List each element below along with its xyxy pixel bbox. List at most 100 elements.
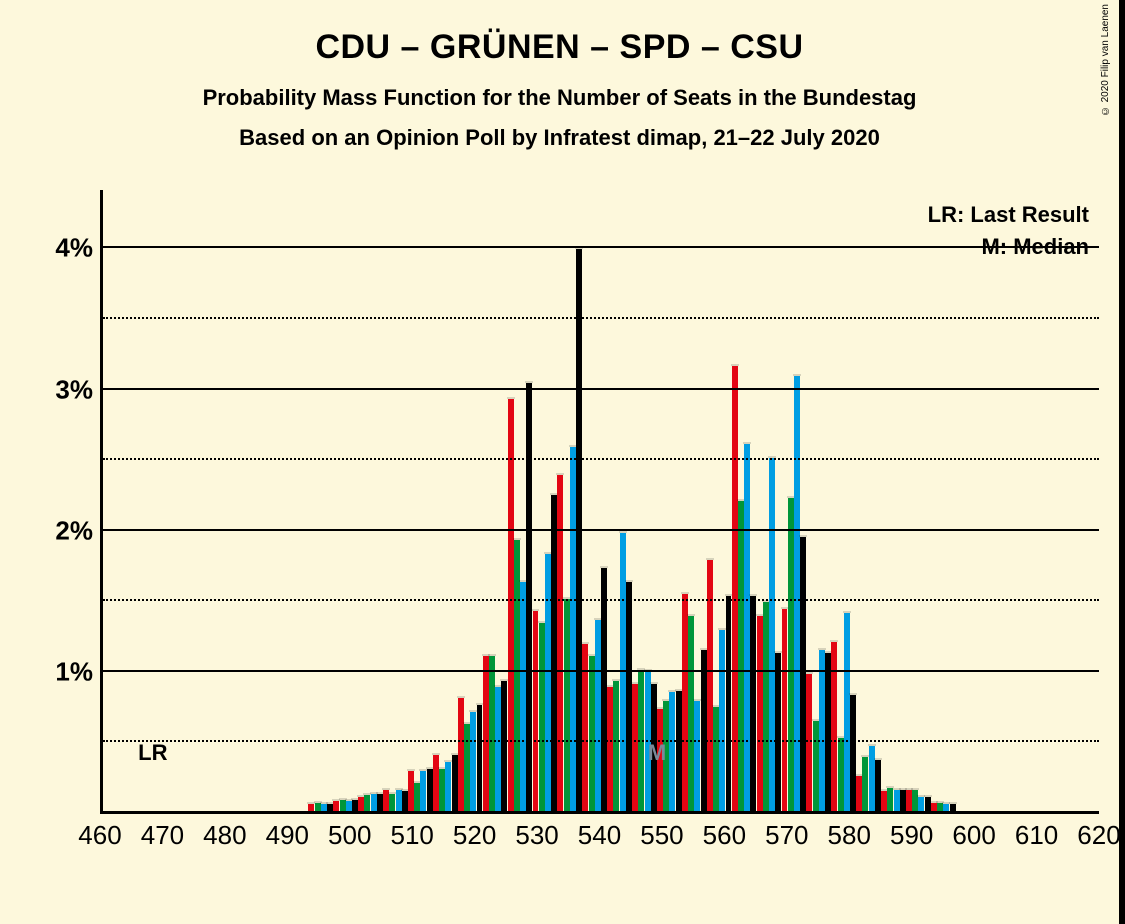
gridline-major: 2% [103,529,1099,531]
x-tick-label: 500 [328,820,371,851]
bar [477,705,483,811]
bar [557,475,563,811]
bar [333,801,339,811]
y-tick-label: 2% [55,515,93,546]
bar [869,746,875,811]
bar [844,613,850,811]
bar [458,698,464,811]
bar [495,687,501,811]
x-tick-label: 470 [141,820,184,851]
bar [377,794,383,811]
x-tick-label: 510 [390,820,433,851]
bar [321,804,327,811]
chart-subtitle-2: Based on an Opinion Poll by Infratest di… [0,125,1119,151]
x-tick-label: 590 [890,820,933,851]
bar [520,582,526,811]
bar [352,800,358,811]
plot-area: LR: Last Result M: Median 1%2%3%4%LRM [100,190,1099,814]
bar [464,724,470,812]
bar [713,707,719,811]
lr-marker: LR [138,740,167,766]
bar [564,599,570,811]
bar [402,791,408,811]
bar [533,611,539,811]
bar [950,804,956,811]
chart-area: LR: Last Result M: Median 1%2%3%4%LRM 46… [30,190,1099,864]
bar [732,366,738,811]
gridline-major: 1% [103,670,1099,672]
bar [340,800,346,811]
bar [925,797,931,811]
bar [838,738,844,811]
bar [931,803,937,811]
bar [601,568,607,811]
bar [819,650,825,811]
bar [862,757,868,811]
bar [427,769,433,811]
bars-layer [103,190,1099,811]
bar [682,594,688,811]
gridline-minor [103,317,1099,319]
bar [626,582,632,811]
copyright-text: © 2020 Filip van Laenen [1100,4,1111,116]
bar [364,795,370,811]
bar [906,790,912,811]
bar [782,609,788,811]
bar [719,630,725,811]
bar [346,801,352,811]
chart-page: © 2020 Filip van Laenen CDU – GRÜNEN – S… [0,0,1125,924]
bar [508,399,514,811]
bar [738,501,744,812]
bar [545,554,551,811]
bar [775,653,781,811]
x-tick-label: 620 [1077,820,1120,851]
bar [420,771,426,811]
bar [595,620,601,811]
bar [669,692,675,811]
bar [831,642,837,811]
bar [856,776,862,811]
chart-subtitle: Probability Mass Function for the Number… [0,85,1119,111]
bar [607,687,613,811]
bar [850,695,856,811]
gridline-minor [103,458,1099,460]
gridline-major: 4% [103,246,1099,248]
bar [501,681,507,811]
bar [881,791,887,811]
x-tick-label: 580 [828,820,871,851]
bar [788,498,794,811]
bar [613,681,619,811]
x-tick-label: 570 [765,820,808,851]
x-tick-label: 540 [578,820,621,851]
bar [887,788,893,811]
y-tick-label: 1% [55,656,93,687]
bar [483,656,489,811]
bar [676,691,682,811]
bar [526,383,532,811]
x-tick-label: 490 [266,820,309,851]
chart-title: CDU – GRÜNEN – SPD – CSU [0,28,1119,67]
gridline-minor [103,740,1099,742]
bar [327,804,333,811]
y-tick-label: 4% [55,233,93,264]
y-tick-label: 3% [55,374,93,405]
x-tick-label: 600 [952,820,995,851]
x-tick-label: 460 [78,820,121,851]
bar [470,712,476,811]
bar [539,623,545,811]
bar [912,790,918,811]
bar [688,616,694,811]
bar [439,769,445,811]
bar [875,760,881,811]
bar [918,797,924,811]
gridline-major: 3% [103,388,1099,390]
x-tick-label: 520 [453,820,496,851]
bar [445,762,451,811]
x-axis-ticks: 4604704804905005105205305405505605705805… [100,814,1099,864]
bar [620,533,626,811]
bar [794,376,800,811]
bar [900,790,906,811]
x-tick-label: 550 [640,820,683,851]
bar [308,804,314,811]
bar [452,755,458,811]
